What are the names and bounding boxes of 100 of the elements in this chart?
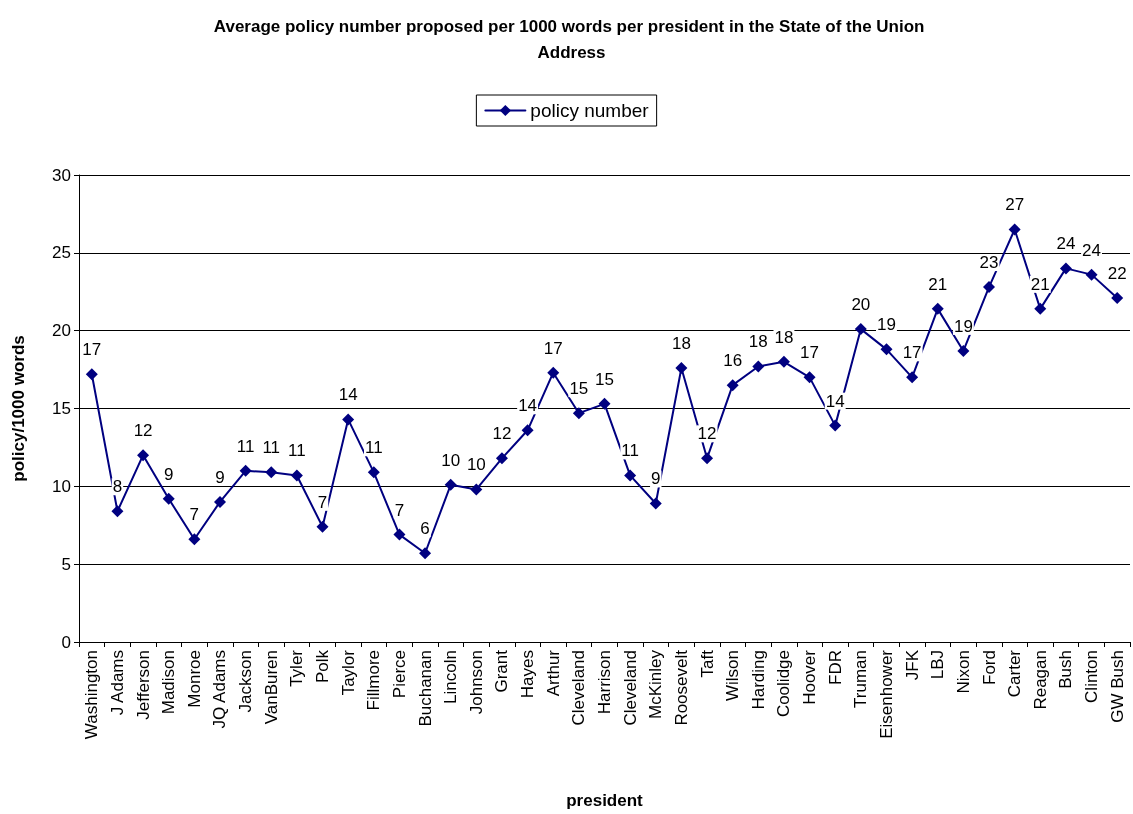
y-tick-label: 30 xyxy=(52,165,71,185)
point xyxy=(983,281,996,294)
x-tick-label: Buchanan xyxy=(415,650,435,727)
data-label: 12 xyxy=(492,424,512,444)
data-label: 17 xyxy=(82,340,102,360)
x-tick-label: Nixon xyxy=(953,650,973,694)
point xyxy=(1111,291,1124,304)
y-tick-label: 15 xyxy=(52,399,71,418)
point xyxy=(495,452,508,465)
x-tick-label: Harding xyxy=(748,650,768,710)
point xyxy=(547,366,560,379)
x-tick-label: Eisenhower xyxy=(876,649,896,739)
point xyxy=(316,520,329,533)
data-label: 14 xyxy=(518,396,538,416)
x-tick-label: Madison xyxy=(159,650,179,715)
data-label: 19 xyxy=(953,316,973,336)
data-label: 15 xyxy=(595,369,614,389)
point xyxy=(1008,223,1021,236)
point xyxy=(393,528,406,541)
x-tick-label: Taylor xyxy=(338,649,358,696)
x-axis-title: president xyxy=(566,791,644,810)
point xyxy=(931,302,944,315)
data-label: 11 xyxy=(236,436,255,456)
point xyxy=(854,323,867,336)
x-tick-label: FDR xyxy=(825,650,845,685)
data-label: 21 xyxy=(1030,274,1050,294)
data-label: 7 xyxy=(317,492,328,512)
data-label: 12 xyxy=(697,424,717,444)
x-tick-label: Hayes xyxy=(518,650,538,699)
data-label: 21 xyxy=(928,274,948,294)
data-label: 11 xyxy=(262,438,281,458)
x-tick-label: Polk xyxy=(313,649,333,684)
x-tick-label: JFK xyxy=(902,649,922,681)
x-tick-label: Lincoln xyxy=(441,650,461,704)
point xyxy=(85,368,98,381)
point xyxy=(1034,302,1047,315)
x-tick-label: Johnson xyxy=(466,650,486,715)
x-tick-label: JQ Adams xyxy=(210,650,230,729)
point xyxy=(726,379,739,392)
point xyxy=(239,464,252,477)
data-label: 17 xyxy=(800,343,820,363)
data-label: 14 xyxy=(338,385,358,405)
x-tick-label: J Adams xyxy=(107,650,127,716)
data-label: 18 xyxy=(748,332,768,352)
data-label: 19 xyxy=(877,315,896,335)
point xyxy=(444,478,457,491)
data-label: 15 xyxy=(569,379,589,399)
data-label: 16 xyxy=(723,351,743,371)
point xyxy=(1059,262,1072,275)
data-label: 18 xyxy=(671,334,691,354)
data-label: 9 xyxy=(163,464,174,484)
chart-title: Average policy number proposed per 1000 words per president in the State of the Union Address xyxy=(213,16,930,62)
data-label: 9 xyxy=(651,469,661,489)
data-label: 20 xyxy=(851,295,871,315)
x-tick-label: Cleveland xyxy=(620,650,640,726)
data-label: 10 xyxy=(466,455,486,475)
y-tick-label: 20 xyxy=(52,321,71,341)
x-tick-label: GW Bush xyxy=(1107,650,1127,723)
y-tick-label: 0 xyxy=(61,632,71,652)
y-tick-label: 10 xyxy=(52,476,71,496)
point xyxy=(701,452,714,465)
data-label: 17 xyxy=(902,343,922,363)
point xyxy=(367,466,380,479)
data-label: 10 xyxy=(441,450,461,470)
x-tick-label: Cleveland xyxy=(569,650,589,726)
x-tick-label: Reagan xyxy=(1030,650,1050,710)
data-label: 23 xyxy=(979,253,999,273)
x-tick-label: Wilson xyxy=(723,650,743,702)
x-tick-label: Bush xyxy=(1056,650,1076,689)
x-tick-label: Arthur xyxy=(543,649,563,697)
point xyxy=(829,419,842,432)
x-tick-label: McKinley xyxy=(646,649,666,719)
x-tick-label: Clinton xyxy=(1082,650,1102,703)
y-axis-title: policy/1000 words xyxy=(9,335,28,482)
data-label: 9 xyxy=(215,467,225,487)
point xyxy=(162,492,175,505)
x-tick-label: Pierce xyxy=(389,650,409,699)
point xyxy=(777,355,790,368)
point xyxy=(265,466,278,479)
data-label: 11 xyxy=(364,438,383,458)
data-label: 24 xyxy=(1056,234,1076,254)
point xyxy=(1085,268,1098,281)
point xyxy=(521,424,534,437)
data-label: 22 xyxy=(1107,263,1127,283)
x-tick-label: Roosevelt xyxy=(671,649,691,726)
point xyxy=(624,469,637,482)
point xyxy=(137,449,150,462)
point xyxy=(598,397,611,410)
point xyxy=(290,469,303,482)
data-label: 8 xyxy=(112,477,123,497)
x-tick-label: LBJ xyxy=(928,650,948,680)
point xyxy=(188,533,201,546)
point xyxy=(803,371,816,384)
x-tick-label: Taft xyxy=(697,649,717,678)
x-tick-label: Grant xyxy=(492,649,512,693)
y-tick-label: 5 xyxy=(61,554,71,574)
x-tick-label: Truman xyxy=(851,650,871,708)
x-tick-label: Tyler xyxy=(287,649,307,687)
data-label: 11 xyxy=(621,441,639,461)
point xyxy=(957,344,970,357)
